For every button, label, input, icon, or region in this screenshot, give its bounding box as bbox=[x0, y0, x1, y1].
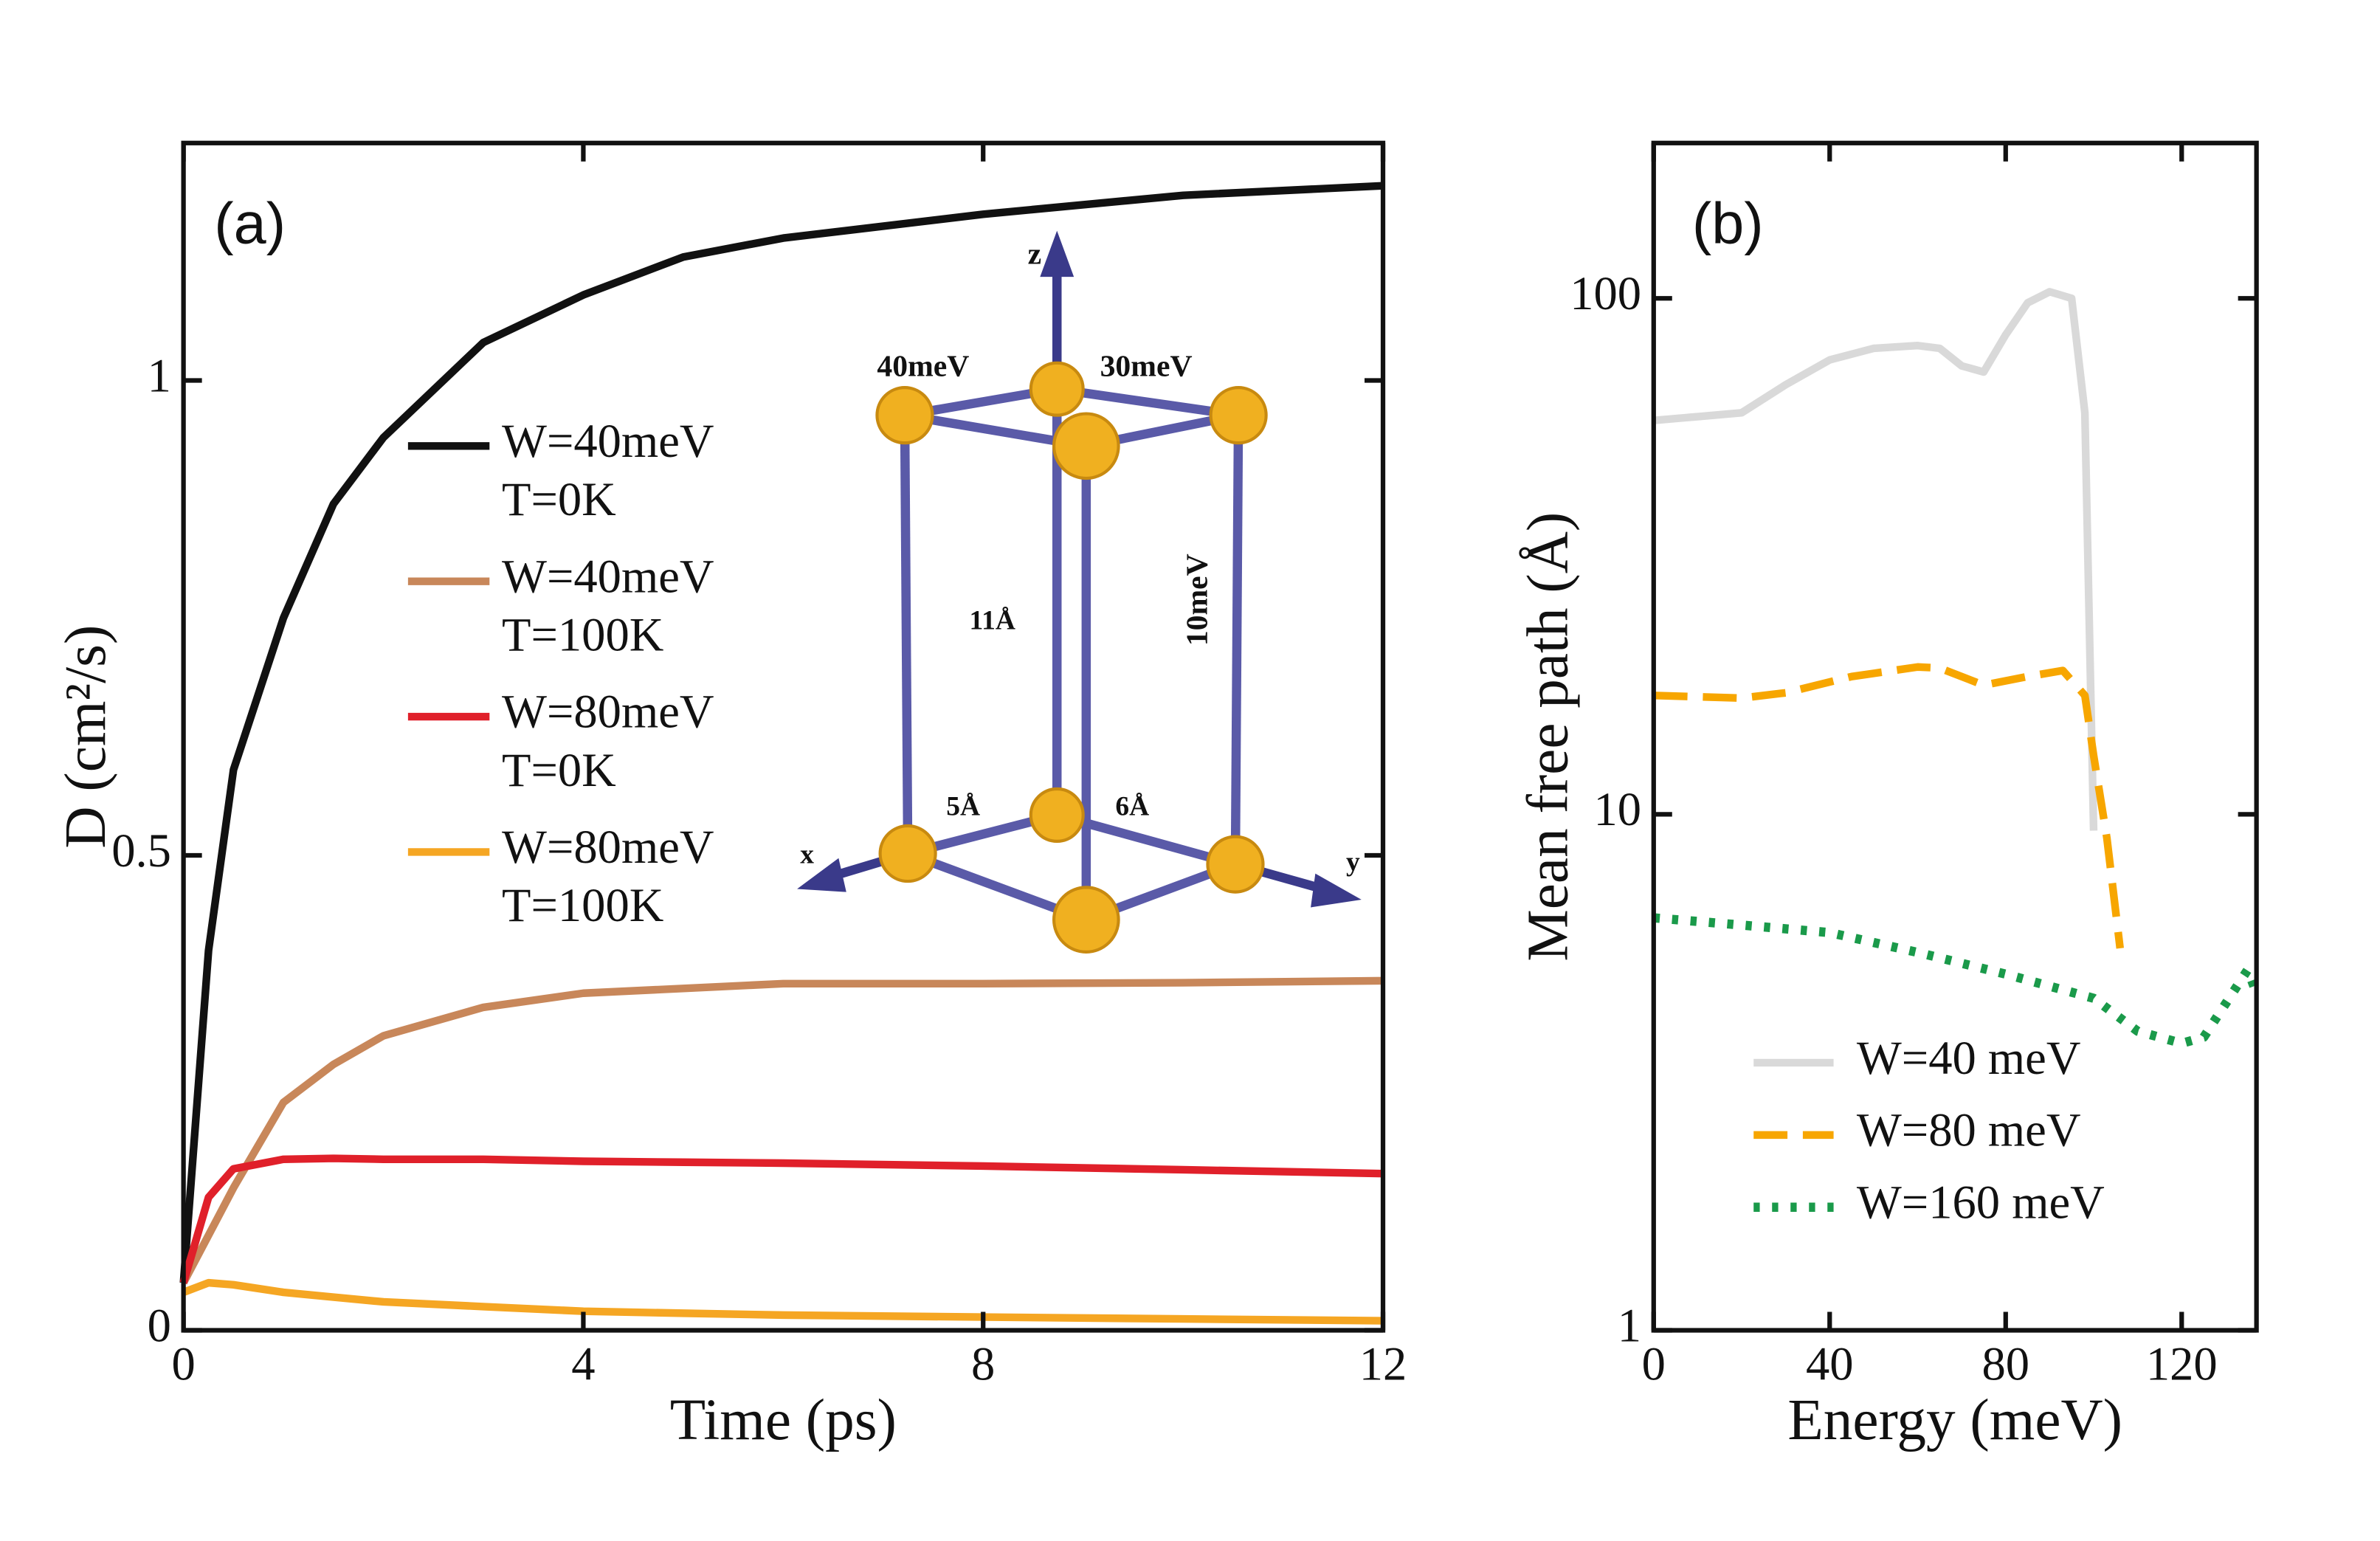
legend-label-box: W=40meV T=0K bbox=[501, 413, 714, 526]
legend-label-box: W=40meV T=100K bbox=[501, 548, 714, 662]
y-tick-label: 10 bbox=[1594, 782, 1642, 835]
legend-label: W=80meV T=100K bbox=[501, 819, 714, 932]
x-axis-title: Energy (meV) bbox=[1787, 1387, 2122, 1452]
series-line bbox=[1653, 288, 2098, 831]
x-tick-label: 4 bbox=[571, 1337, 595, 1390]
x-tick-label: 8 bbox=[971, 1337, 995, 1390]
inset-label: 5Å bbox=[946, 792, 980, 822]
series-line bbox=[180, 976, 1384, 1285]
x-tick-label: 80 bbox=[1981, 1337, 2029, 1390]
legend-label: W=40 meV bbox=[1857, 1031, 2081, 1084]
x-tick-label: 40 bbox=[1806, 1337, 1854, 1390]
series-line bbox=[179, 1154, 1384, 1284]
y-tick-label: 1 bbox=[1618, 1298, 1641, 1351]
plot-frame bbox=[181, 140, 1386, 1333]
inset-label: z bbox=[1028, 238, 1042, 272]
x-tick-label: 12 bbox=[1359, 1337, 1407, 1390]
y-tick-label: 0.5 bbox=[111, 824, 171, 877]
series-line bbox=[179, 182, 1384, 1283]
inset-label: 6Å bbox=[1115, 792, 1149, 822]
y-tick-label: 0 bbox=[148, 1298, 171, 1351]
plot-frame bbox=[1651, 140, 2259, 1333]
legend-label: W=80 meV bbox=[1857, 1103, 2081, 1156]
inset-label: 10meV bbox=[1181, 554, 1215, 646]
legend-label: W=40meV T=0K bbox=[501, 413, 714, 526]
y-axis-title: Mean free path (Å) bbox=[1515, 512, 1580, 962]
legend-label: W=40meV T=100K bbox=[501, 548, 714, 662]
y-axis-title: D (cm²/s) bbox=[53, 625, 118, 849]
legend-label: W=160 meV bbox=[1857, 1176, 2105, 1229]
inset-label: x bbox=[800, 839, 814, 869]
inset-label: 40meV bbox=[877, 350, 969, 384]
legend-label: W=80meV T=0K bbox=[501, 684, 714, 797]
legend-label-box: W=80meV T=100K bbox=[501, 819, 714, 932]
inset-label: 30meV bbox=[1100, 350, 1193, 384]
y-tick-label: 100 bbox=[1570, 266, 1641, 320]
x-axis-title: Time (ps) bbox=[670, 1387, 897, 1452]
x-tick-label: 0 bbox=[1642, 1337, 1666, 1390]
series-line bbox=[1653, 663, 2124, 949]
x-tick-label: 120 bbox=[2146, 1337, 2218, 1390]
inset-label: y bbox=[1346, 847, 1360, 878]
x-tick-label: 0 bbox=[171, 1337, 195, 1390]
inset-label: 11Å bbox=[969, 606, 1015, 636]
crystal-inset bbox=[797, 230, 1362, 954]
legend-label-box: W=80meV T=0K bbox=[501, 684, 714, 797]
panel-label: (b) bbox=[1692, 190, 1764, 255]
y-tick-label: 1 bbox=[148, 348, 171, 401]
panel-label: (a) bbox=[214, 190, 286, 255]
